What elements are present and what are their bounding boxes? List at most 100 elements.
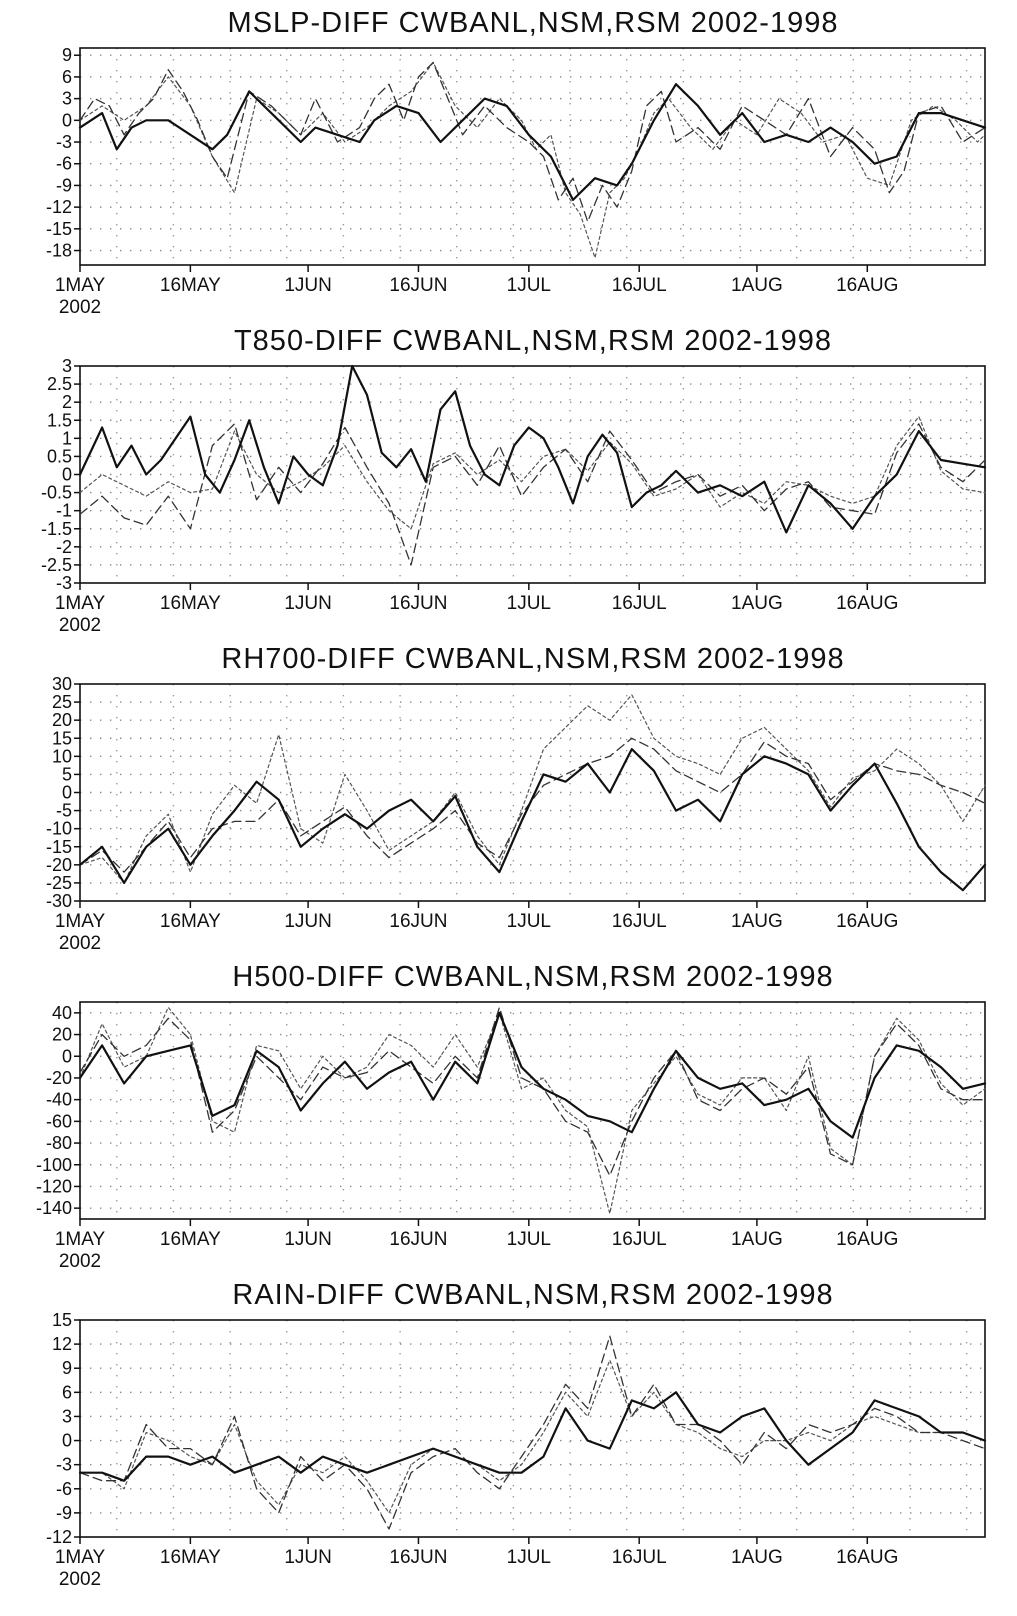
y-tick-label: 20 bbox=[52, 710, 72, 730]
y-tick-label: 12 bbox=[52, 1334, 72, 1354]
y-tick-label: -12 bbox=[46, 1527, 72, 1547]
y-tick-label: 2 bbox=[62, 392, 72, 412]
y-tick-label: 40 bbox=[52, 1003, 72, 1023]
y-tick-label: -40 bbox=[46, 1090, 72, 1110]
x-tick-label: 16JUN bbox=[389, 1229, 447, 1250]
x-tick-label: 1JUN bbox=[284, 1229, 332, 1250]
x-tick-label: 1MAY bbox=[55, 593, 106, 614]
y-tick-label: 0 bbox=[62, 1046, 72, 1066]
grid bbox=[80, 48, 985, 265]
y-tick-label: -80 bbox=[46, 1133, 72, 1153]
series-solid-line bbox=[78, 83, 987, 201]
x-tick-label: 16JUL bbox=[612, 1229, 667, 1250]
y-tick-label: -12 bbox=[46, 197, 72, 217]
x-tick-label: 1JUN bbox=[284, 275, 332, 296]
x-tick-label: 16JUL bbox=[612, 1547, 667, 1568]
series-dotted-line bbox=[79, 1006, 986, 1215]
series-dotted-line bbox=[79, 1359, 986, 1514]
y-tick-label: -15 bbox=[46, 219, 72, 239]
y-tick-label: -18 bbox=[46, 241, 72, 261]
x-tick-label: 16AUG bbox=[836, 275, 898, 296]
series-dashed-line bbox=[79, 61, 986, 223]
x-year-label: 2002 bbox=[59, 933, 101, 954]
x-tick-label: 16AUG bbox=[836, 911, 898, 932]
plot-frame bbox=[79, 1319, 986, 1538]
x-tick-label: 1AUG bbox=[731, 593, 783, 614]
series-dashed-line bbox=[79, 1006, 986, 1177]
y-tick-label: -25 bbox=[46, 873, 72, 893]
x-tick-label: 1MAY bbox=[55, 275, 106, 296]
series-dashed-line bbox=[79, 737, 986, 873]
chart-title: T850-DIFF CWBANL,NSM,RSM 2002-1998 bbox=[234, 325, 832, 357]
rain-diff-panel: RAIN-DIFF CWBANL,NSM,RSM 2002-1998 15 12 9 6… bbox=[0, 1272, 1017, 1592]
grid bbox=[80, 366, 985, 583]
x-tick-label: 16JUL bbox=[612, 911, 667, 932]
y-tick-label: 0.5 bbox=[47, 446, 72, 466]
y-tick-label: 10 bbox=[52, 746, 72, 766]
x-tick-label: 16MAY bbox=[160, 593, 221, 614]
y-tick-label: -20 bbox=[46, 1068, 72, 1088]
x-tick-label: 16JUN bbox=[389, 275, 447, 296]
x-tick-label: 16AUG bbox=[836, 1229, 898, 1250]
h500-diff-panel: H500-DIFF CWBANL,NSM,RSM 2002-1998 40 20 0-… bbox=[0, 954, 1017, 1274]
y-tick-label: -30 bbox=[46, 891, 72, 911]
mslp-diff-panel: MSLP-DIFF CWBANL,NSM,RSM 2002-1998 9 6 3 0 -3… bbox=[0, 0, 1017, 320]
y-tick-label: 0 bbox=[62, 110, 72, 130]
y-tick-label: 2.5 bbox=[47, 374, 72, 394]
x-tick-label: 1AUG bbox=[731, 275, 783, 296]
y-tick-label: -60 bbox=[46, 1111, 72, 1131]
rh700-diff-panel: RH700-DIFF CWBANL,NSM,RSM 2002-1998 30 25 2… bbox=[0, 636, 1017, 956]
y-tick-label: 25 bbox=[52, 692, 72, 712]
y-tick-label: 0 bbox=[62, 783, 72, 803]
y-tick-label: -9 bbox=[56, 1503, 72, 1523]
series-dashed-line bbox=[79, 423, 986, 566]
rain-diff-chart: RAIN-DIFF CWBANL,NSM,RSM 2002-1998 15 12 9 6… bbox=[46, 1279, 987, 1590]
y-tick-label: 15 bbox=[52, 728, 72, 748]
chart-title: H500-DIFF CWBANL,NSM,RSM 2002-1998 bbox=[232, 961, 833, 993]
series-solid-line bbox=[78, 1391, 987, 1482]
y-tick-label: 5 bbox=[62, 764, 72, 784]
y-tick-label: 30 bbox=[52, 674, 72, 694]
x-tick-label: 1JUL bbox=[507, 911, 551, 932]
y-tick-label: 0 bbox=[62, 1431, 72, 1451]
y-tick-label: -2.5 bbox=[41, 555, 72, 575]
y-tick-label: 6 bbox=[62, 67, 72, 87]
y-tick-label: -6 bbox=[56, 1479, 72, 1499]
x-tick-label: 1JUN bbox=[284, 593, 332, 614]
y-tick-label: -140 bbox=[36, 1198, 72, 1218]
rh700-diff-chart: RH700-DIFF CWBANL,NSM,RSM 2002-199830252… bbox=[46, 643, 987, 954]
x-tick-label: 1JUN bbox=[284, 1547, 332, 1568]
grid bbox=[80, 1320, 985, 1537]
grid bbox=[80, 1002, 985, 1219]
x-tick-label: 16MAY bbox=[160, 275, 221, 296]
y-tick-label: -20 bbox=[46, 855, 72, 875]
x-tick-label: 1MAY bbox=[55, 911, 106, 932]
chart-title: RH700-DIFF CWBANL,NSM,RSM 2002-1998 bbox=[221, 643, 844, 675]
y-tick-label: -120 bbox=[36, 1176, 72, 1196]
t850-diff-panel: T850-DIFF CWBANL,NSM,RSM 2002-1998 3 2.5 2 1… bbox=[0, 318, 1017, 638]
plot-frame bbox=[79, 365, 986, 584]
y-tick-label: -5 bbox=[56, 801, 72, 821]
x-tick-label: 1MAY bbox=[55, 1229, 106, 1250]
y-tick-label: -6 bbox=[56, 154, 72, 174]
y-tick-label: 15 bbox=[52, 1310, 72, 1330]
y-tick-label: 9 bbox=[62, 45, 72, 65]
y-tick-label: -1 bbox=[56, 501, 72, 521]
plot-frame bbox=[79, 47, 986, 266]
x-tick-label: 1JUL bbox=[507, 1229, 551, 1250]
x-tick-label: 16JUN bbox=[389, 1547, 447, 1568]
y-tick-label: -100 bbox=[36, 1155, 72, 1175]
x-tick-label: 1JUL bbox=[507, 1547, 551, 1568]
x-tick-label: 16AUG bbox=[836, 593, 898, 614]
y-tick-label: -9 bbox=[56, 175, 72, 195]
x-year-label: 2002 bbox=[59, 1251, 101, 1272]
y-tick-label: 6 bbox=[62, 1382, 72, 1402]
y-tick-label: -3 bbox=[56, 573, 72, 593]
y-tick-label: -10 bbox=[46, 819, 72, 839]
series-dotted-line bbox=[79, 61, 986, 259]
y-tick-label: -1.5 bbox=[41, 519, 72, 539]
x-tick-label: 16MAY bbox=[160, 911, 221, 932]
t850-diff-chart: T850-DIFF CWBANL,NSM,RSM 2002-199832.521… bbox=[41, 325, 987, 636]
plot-frame bbox=[79, 683, 986, 902]
series-dashed-line bbox=[79, 1335, 986, 1530]
